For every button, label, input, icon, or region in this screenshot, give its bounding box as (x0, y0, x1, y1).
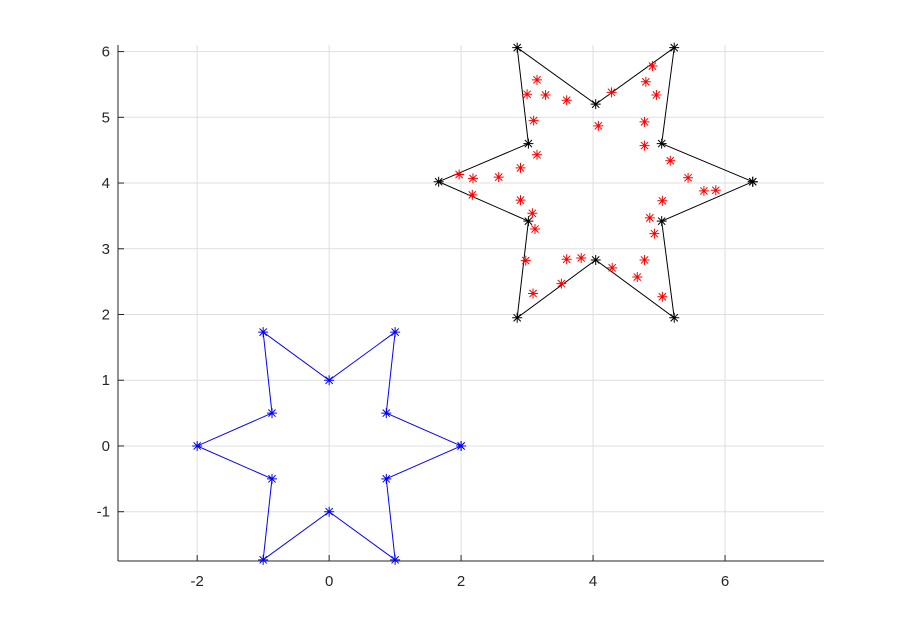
data-point (512, 312, 523, 323)
data-point (324, 506, 335, 517)
data-point (698, 185, 709, 196)
series-layer (192, 42, 758, 565)
data-point (523, 138, 534, 149)
y-tick-label: 1 (102, 372, 110, 389)
y-tick-label: 6 (102, 44, 110, 61)
data-point (657, 195, 668, 206)
data-point (324, 375, 335, 386)
y-tick-label: 4 (102, 175, 110, 192)
data-point (669, 312, 680, 323)
data-point (467, 173, 478, 184)
data-point (523, 216, 534, 227)
data-point (390, 327, 401, 338)
data-point (639, 140, 650, 151)
data-point (454, 169, 465, 180)
x-tick-label: 4 (589, 573, 597, 590)
data-point (381, 473, 392, 484)
series-1 (192, 327, 467, 565)
y-tick-label: -1 (97, 504, 110, 521)
data-point (381, 408, 392, 419)
data-point (593, 120, 604, 131)
data-point (522, 89, 533, 100)
data-point (528, 115, 539, 126)
data-point (531, 149, 542, 160)
data-point (644, 212, 655, 223)
data-point (258, 327, 269, 338)
data-point (710, 185, 721, 196)
data-point (632, 272, 643, 283)
data-point (390, 554, 401, 565)
x-tick-label: 0 (325, 573, 333, 590)
data-point (639, 254, 650, 265)
data-point (649, 228, 660, 239)
data-point (527, 208, 538, 219)
y-tick-label: 0 (102, 438, 110, 455)
data-point (590, 99, 601, 110)
data-point (556, 278, 567, 289)
data-point (267, 408, 277, 419)
data-point (512, 42, 523, 53)
data-point (656, 216, 667, 227)
data-point (467, 189, 478, 200)
data-point (531, 74, 542, 85)
data-point (590, 254, 601, 265)
series-2 (433, 42, 758, 323)
data-point (639, 116, 650, 127)
data-point (433, 176, 444, 187)
data-point (665, 155, 676, 166)
grid-lines (118, 45, 824, 561)
data-point (258, 554, 269, 565)
data-point (651, 89, 662, 100)
x-tick-label: -2 (191, 573, 204, 590)
data-point (530, 224, 541, 235)
data-point (657, 291, 668, 302)
x-tick-label: 6 (721, 573, 729, 590)
data-point (747, 176, 758, 187)
data-point (493, 172, 504, 183)
series-3 (454, 61, 721, 302)
y-tick-label: 3 (102, 241, 110, 258)
data-point (683, 172, 694, 183)
data-point (606, 87, 617, 98)
data-point (669, 42, 680, 53)
data-point (647, 61, 658, 72)
data-point (192, 440, 203, 451)
x-tick-label: 2 (457, 573, 465, 590)
data-point (576, 252, 587, 263)
data-point (561, 95, 572, 106)
data-point (520, 255, 531, 266)
axes (117, 45, 824, 562)
tick-labels: -2 0 2 4 6 -1 0 1 2 3 4 5 6 (97, 44, 730, 590)
y-tick-label: 5 (102, 109, 110, 126)
data-point (456, 440, 467, 451)
data-point (561, 254, 572, 265)
data-point (656, 138, 667, 149)
data-point (515, 162, 526, 173)
y-tick-label: 2 (102, 307, 110, 324)
data-point (528, 288, 539, 299)
data-point (540, 89, 551, 100)
data-point (515, 195, 526, 206)
data-point (640, 76, 651, 87)
data-point (267, 473, 277, 484)
data-point (607, 262, 618, 273)
